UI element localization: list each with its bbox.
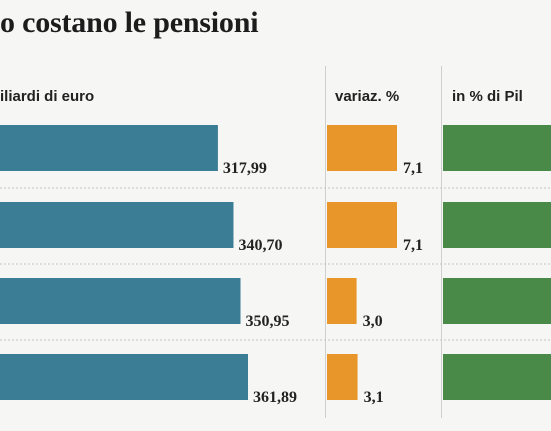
bar-billions (0, 278, 241, 324)
value-label-change: 7,1 (403, 160, 423, 177)
bar-billions (0, 125, 218, 171)
bar-gdp (443, 278, 551, 324)
value-label-change: 3,1 (364, 389, 384, 406)
header-change-percent: variaz. % (335, 88, 400, 105)
bar-gdp (443, 125, 551, 171)
value-label-billions: 350,95 (246, 313, 290, 330)
bar-billions (0, 354, 248, 400)
bar-change (327, 278, 357, 324)
column-separator (325, 66, 326, 418)
value-label-change: 3,0 (363, 313, 383, 330)
header-billions-eur: iliardi di euro (0, 88, 95, 105)
bar-gdp (443, 202, 551, 248)
column-separator (441, 66, 442, 418)
value-label-change: 7,1 (403, 237, 423, 254)
value-label-billions: 361,89 (253, 389, 297, 406)
bar-gdp (443, 354, 551, 400)
bar-change (327, 125, 397, 171)
value-label-billions: 340,70 (238, 237, 282, 254)
bar-change (327, 202, 397, 248)
bar-billions (0, 202, 234, 248)
bar-change (327, 354, 358, 400)
header-percent-gdp: in % di Pil (452, 88, 523, 105)
value-label-billions: 317,99 (223, 160, 267, 177)
chart-title: o costano le pensioni (0, 6, 259, 39)
